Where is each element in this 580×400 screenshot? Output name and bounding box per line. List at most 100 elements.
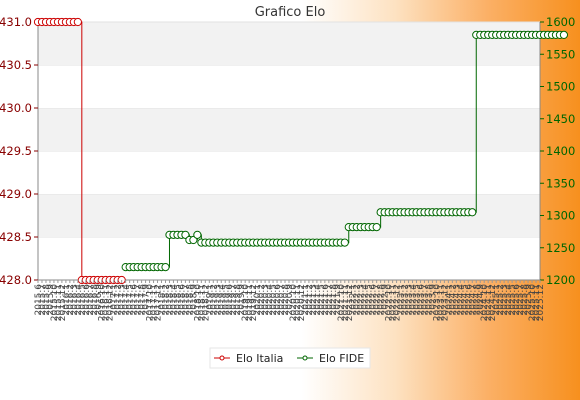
- x-tick-label: 2020.7: [277, 284, 287, 316]
- x-tick-label: 2024.12: [488, 284, 498, 321]
- x-tick-label: 2019.8: [233, 284, 243, 316]
- x-tick-label: 2018.6: [177, 284, 187, 316]
- y-right-tick-label: 1600: [546, 15, 575, 29]
- x-tick-label: 2022.6: [369, 284, 379, 316]
- x-tick-label: 2019.12: [249, 284, 259, 321]
- data-point: [73, 17, 82, 27]
- x-tick-label: 2022.9: [381, 284, 391, 316]
- x-tick-label: 2025.5: [508, 284, 518, 316]
- x-tick-label: 2019.3: [213, 284, 223, 316]
- y-right-tick-label: 1300: [546, 209, 575, 223]
- x-tick-label: 2024.8: [472, 284, 482, 316]
- x-tick-label: 2017.2: [114, 284, 124, 316]
- y-left-tick-label: 430.5: [0, 58, 32, 72]
- x-tick-label: 2021.1: [301, 284, 311, 316]
- x-tick-label: 2025.1: [492, 284, 502, 316]
- x-tick-label: 2025.8: [520, 284, 530, 316]
- x-tick-label: 2021.7: [325, 284, 335, 316]
- x-tick-label: 2018.12: [201, 284, 211, 321]
- x-tick-label: 2017.10: [146, 284, 156, 321]
- x-tick-label: 2017.12: [154, 284, 164, 321]
- x-tick-label: 2023.7: [420, 284, 430, 316]
- grid-band: [38, 22, 540, 65]
- data-point: [340, 238, 349, 247]
- x-tick-label: 2024.11: [484, 284, 494, 321]
- x-tick-label: 2016.9: [94, 284, 104, 316]
- x-tick-label: 2022.2: [353, 284, 363, 316]
- x-tick-label: 2025.12: [536, 284, 546, 321]
- x-tick-label: 2018.11: [197, 284, 207, 321]
- x-tick-label: 2019.4: [217, 284, 227, 316]
- data-point: [372, 223, 381, 232]
- x-tick-label: 2022.1: [349, 284, 359, 316]
- x-tick-label: 2023.4: [409, 284, 419, 316]
- x-tick-label: 2024.6: [464, 284, 474, 316]
- x-tick-label: 2017.11: [150, 284, 160, 321]
- series-layer: [33, 17, 569, 285]
- x-tick-label: 2022.12: [393, 284, 403, 321]
- x-tick-label: 2021.11: [341, 284, 351, 321]
- x-tick-label: 2024.2: [448, 284, 458, 316]
- x-tick-label: 2016.3: [70, 284, 80, 316]
- x-tick-label: 2020.3: [261, 284, 271, 316]
- legend-label: Elo Italia: [236, 352, 283, 365]
- x-tick-label: 2021.8: [329, 284, 339, 316]
- x-tick-label: 2016.8: [90, 284, 100, 316]
- x-tick-label: 2023.9: [428, 284, 438, 316]
- x-tick-label: 2019.5: [221, 284, 231, 316]
- x-tick-label: 2016.1: [62, 284, 72, 316]
- legend-box: [209, 347, 371, 369]
- y-right-tick-label: 1550: [546, 47, 575, 61]
- x-tick-label: 2015.9: [46, 284, 56, 316]
- x-tick-label: 2022.5: [365, 284, 375, 316]
- x-tick-label: 2024.7: [468, 284, 478, 316]
- x-tick-label: 2022.11: [389, 284, 399, 321]
- legend: Elo Italia Elo FIDE: [209, 347, 371, 369]
- x-tick-label: 2021.12: [345, 284, 355, 321]
- x-tick-label: 2016.2: [66, 284, 76, 316]
- y-left-tick-label: 429.5: [0, 144, 32, 158]
- x-tick-label: 2022.10: [385, 284, 395, 321]
- x-tick-label: 2019.7: [229, 284, 239, 316]
- legend-marker: [302, 355, 308, 361]
- x-tick-label: 2023.1: [397, 284, 407, 316]
- x-tick-label: 2018.1: [158, 284, 168, 316]
- y-left-tick-label: 429.0: [0, 187, 32, 201]
- x-tick-label: 2016.11: [102, 284, 112, 321]
- x-tick-label: 2021.4: [313, 284, 323, 316]
- x-tick-label: 2020.10: [289, 284, 299, 321]
- data-point: [468, 208, 477, 217]
- x-tick-label: 2020.9: [285, 284, 295, 316]
- x-tick-label: 2020.4: [265, 284, 275, 316]
- x-tick-label: 2015.8: [42, 284, 52, 316]
- y-right-tick-label: 1250: [546, 241, 575, 255]
- y-right-tick-label: 1350: [546, 176, 575, 190]
- x-tick-label: 2015.10: [50, 284, 60, 321]
- x-tick-label: 2023.2: [401, 284, 411, 316]
- x-tick-label: 2023.8: [424, 284, 434, 316]
- x-tick-label: 2025.6: [512, 284, 522, 316]
- x-tick-label: 2023.12: [440, 284, 450, 321]
- x-tick-label: 2020.5: [269, 284, 279, 316]
- data-point: [161, 263, 170, 272]
- x-tick-label: 2017.9: [142, 284, 152, 316]
- y-left-tick-label: 428.0: [0, 273, 32, 287]
- x-tick-label: 2021.5: [317, 284, 327, 316]
- x-tick-label: 2022.4: [361, 284, 371, 316]
- x-tick-label: 2024.5: [460, 284, 470, 316]
- y-right-tick-label: 1200: [546, 273, 575, 287]
- x-tick-label: 2021.2: [305, 284, 315, 316]
- y-left-tick-label: 428.5: [0, 230, 32, 244]
- x-tick-label: 2017.1: [110, 284, 120, 316]
- x-tick-label: 2018.8: [185, 284, 195, 316]
- x-tick-label: 2016.5: [78, 284, 88, 316]
- legend-label: Elo FIDE: [319, 352, 364, 365]
- x-tick-label: 2017.6: [130, 284, 140, 316]
- x-tick-label: 2025.2: [496, 284, 506, 316]
- x-tick-label: 2019.9: [237, 284, 247, 316]
- x-axis-ticks: 2015.62015.72015.82015.92015.102015.1120…: [34, 280, 546, 321]
- legend-marker: [219, 355, 225, 361]
- x-tick-label: 2023.5: [412, 284, 422, 316]
- plot-background: [38, 21, 540, 280]
- x-tick-label: 2017.5: [126, 284, 136, 316]
